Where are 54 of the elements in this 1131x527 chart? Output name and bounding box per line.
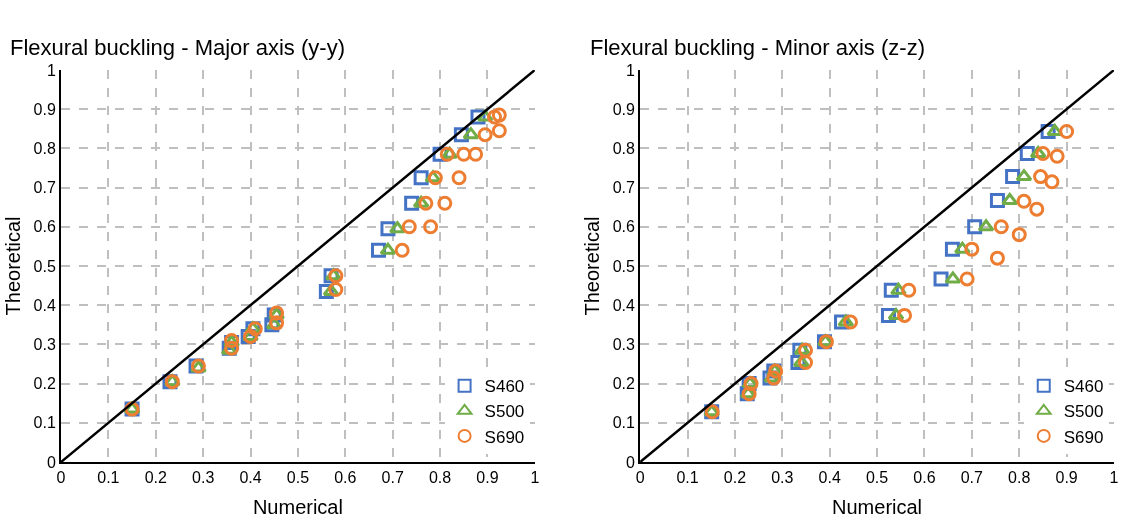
x-tick-label: 0.8 [1008, 469, 1031, 487]
x-axis-title: Numerical [832, 496, 923, 519]
y-tick-label: 0.8 [33, 140, 56, 157]
y-tick-label: 1 [626, 61, 636, 79]
legend-label: S500 [484, 402, 525, 422]
x-tick-label: 0.1 [97, 469, 120, 487]
y-tick-label: 0.9 [612, 100, 636, 118]
y-tick-label: 0.3 [612, 336, 636, 353]
y-tick-label: 0 [46, 453, 56, 471]
legend-label: S690 [484, 427, 525, 447]
x-tick-label: 0.1 [676, 469, 699, 487]
chart-title: Flexural buckling - Minor axis (z-z) [590, 35, 925, 60]
y-tick-label: 0.4 [612, 296, 636, 314]
y-tick-label: 0.7 [33, 179, 56, 197]
legend-label: S460 [484, 377, 525, 397]
x-tick-label: 1 [530, 469, 540, 487]
x-tick-label: 0.2 [144, 469, 167, 487]
legend-label: S460 [1063, 377, 1104, 397]
x-tick-label: 0.7 [960, 469, 984, 487]
x-tick-label: 0.3 [192, 469, 215, 487]
y-tick-label: 0.1 [33, 414, 56, 432]
y-tick-label: 0.1 [612, 414, 636, 432]
y-tick-label: 0 [626, 453, 636, 471]
x-tick-label: 0.6 [913, 469, 936, 487]
legend-label: S690 [1063, 427, 1104, 447]
x-tick-label: 0.9 [1055, 469, 1078, 487]
y-axis-title: Theoretical [1, 216, 24, 316]
x-tick-label: 0.9 [476, 469, 499, 487]
x-tick-label: 0.6 [334, 469, 357, 487]
x-tick-label: 0.4 [818, 469, 841, 487]
y-tick-label: 0.2 [33, 375, 56, 393]
x-tick-label: 0.8 [428, 469, 452, 487]
x-axis-title: Numerical [252, 496, 343, 519]
y-tick-label: 0.7 [612, 179, 636, 197]
chart-title: Flexural buckling - Major axis (y-y) [10, 35, 345, 60]
y-tick-label: 0.6 [612, 218, 636, 236]
y-tick-label: 0.5 [612, 257, 636, 275]
x-tick-label: 0.4 [239, 469, 262, 487]
legend-label: S500 [1063, 402, 1104, 422]
y-tick-label: 0.5 [33, 257, 56, 275]
y-tick-label: 0.8 [612, 140, 636, 157]
x-tick-label: 1 [1109, 469, 1119, 487]
y-tick-label: 0.2 [612, 375, 636, 393]
x-tick-label: 0.7 [381, 469, 404, 487]
x-tick-label: 0.3 [771, 469, 794, 487]
x-tick-label: 0.5 [286, 469, 310, 487]
y-axis-title: Theoretical [580, 216, 603, 316]
y-tick-label: 1 [46, 61, 56, 79]
y-tick-label: 0.6 [33, 218, 56, 236]
x-tick-label: 0.5 [865, 469, 889, 487]
y-tick-label: 0.4 [33, 296, 56, 314]
x-tick-label: 0.2 [723, 469, 747, 487]
y-tick-label: 0.9 [33, 100, 56, 118]
y-tick-label: 0.3 [33, 336, 56, 353]
